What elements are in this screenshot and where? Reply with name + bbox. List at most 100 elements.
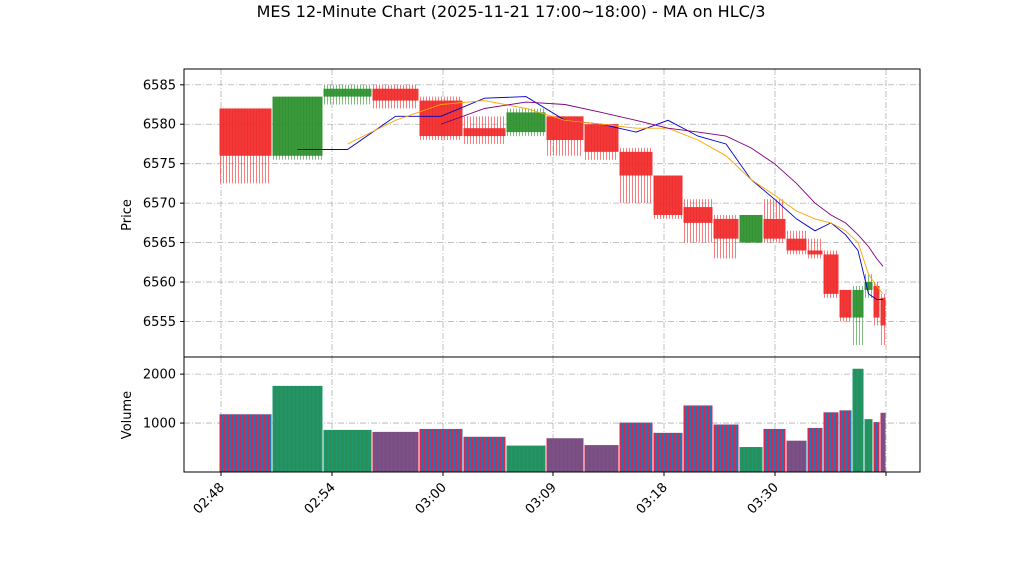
volume-stripe [755,447,758,472]
volume-stripe [870,419,873,472]
volume-stripe [276,385,279,472]
volume-stripe [798,440,801,472]
volume-stripe [237,414,240,472]
volume-stripe [453,428,456,472]
volume-stripe [386,431,389,472]
volume-stripe [845,410,848,472]
volume-stripe [866,419,869,472]
volume-stripe [796,440,799,472]
volume-stripe [619,422,622,472]
volume-stripe [703,405,706,472]
volume-stripe [526,445,529,472]
candle [683,199,713,243]
volume-stripe [253,414,256,472]
volume-stripe [661,432,664,472]
candle-body [272,96,323,156]
volume-stripe [479,436,482,472]
volume-stripe [693,405,696,472]
volume-bar [763,428,786,472]
volume-stripe [625,422,628,472]
volume-stripe [753,447,756,472]
volume-stripe [560,438,563,472]
volume-stripe [429,428,432,472]
volume-stripe [679,432,682,472]
volume-stripe [408,431,411,472]
volume-stripe [337,429,340,472]
volume-stripe [616,445,619,472]
price-tick-label: 6585 [143,78,176,93]
volume-stripe [437,428,440,472]
volume-stripe [325,429,328,472]
volume-bar [786,440,807,472]
volume-stripe [653,432,656,472]
volume-stripe [367,429,370,472]
candle [619,147,653,204]
volume-stripe [705,405,708,472]
volume-stripe [269,414,272,472]
volume-bar [880,412,886,472]
volume-stripe [689,405,692,472]
volume-bar [372,431,419,472]
volume-bar [839,410,852,472]
volume-stripe [856,368,859,472]
volume-stripe [288,385,291,472]
volume-stripe [743,447,746,472]
volume-stripe [727,424,730,472]
volume-stripe [508,445,511,472]
volume-stripe [353,429,356,472]
volume-stripe [406,431,409,472]
candle-body [852,289,864,318]
candle [852,285,864,346]
candle [219,108,272,184]
volume-bar [864,419,873,472]
volume-stripe [588,445,591,472]
volume-stripe [361,429,364,472]
volume-stripe [602,445,605,472]
volume-stripe [345,429,348,472]
volume-stripe [339,429,342,472]
volume-stripe [461,428,463,472]
volume-tick-label: 1000 [143,417,176,432]
volume-stripe [404,431,407,472]
volume-stripe [298,385,301,472]
volume-stripe [365,429,368,472]
candle-body [786,238,807,251]
candle [880,293,886,346]
candle-body [323,88,372,97]
candle-body [839,289,852,318]
volume-stripe [757,447,760,472]
volume-stripe [839,410,842,472]
volume-stripe [431,428,434,472]
ma-line [440,101,884,267]
volume-stripe [457,428,460,472]
volume-stripe [592,445,595,472]
volume-stripe [414,431,417,472]
volume-stripe [558,438,561,472]
volume-stripe [807,427,810,472]
volume-stripe [359,429,362,472]
volume-stripe [675,432,678,472]
volume-stripe [331,429,334,472]
volume-stripe [578,438,581,472]
volume-stripe [534,445,537,472]
volume-stripe [566,438,569,472]
volume-stripe [302,385,305,472]
volume-stripe [351,429,354,472]
volume-stripe [683,405,686,472]
volume-stripe [623,422,626,472]
candle [463,116,506,144]
candle-body [807,250,823,255]
volume-stripe [280,385,283,472]
volume-stripe [514,445,517,472]
volume-stripe [384,431,387,472]
volume-stripe [610,445,613,472]
volume-stripe [647,422,650,472]
volume-stripe [296,385,299,472]
price-tick-label: 6555 [143,315,176,330]
volume-stripe [481,436,484,472]
volume-stripe [548,438,551,472]
volume-stripe [645,422,648,472]
volume-stripe [229,414,232,472]
volume-stripe [255,414,258,472]
volume-stripe [651,422,653,472]
